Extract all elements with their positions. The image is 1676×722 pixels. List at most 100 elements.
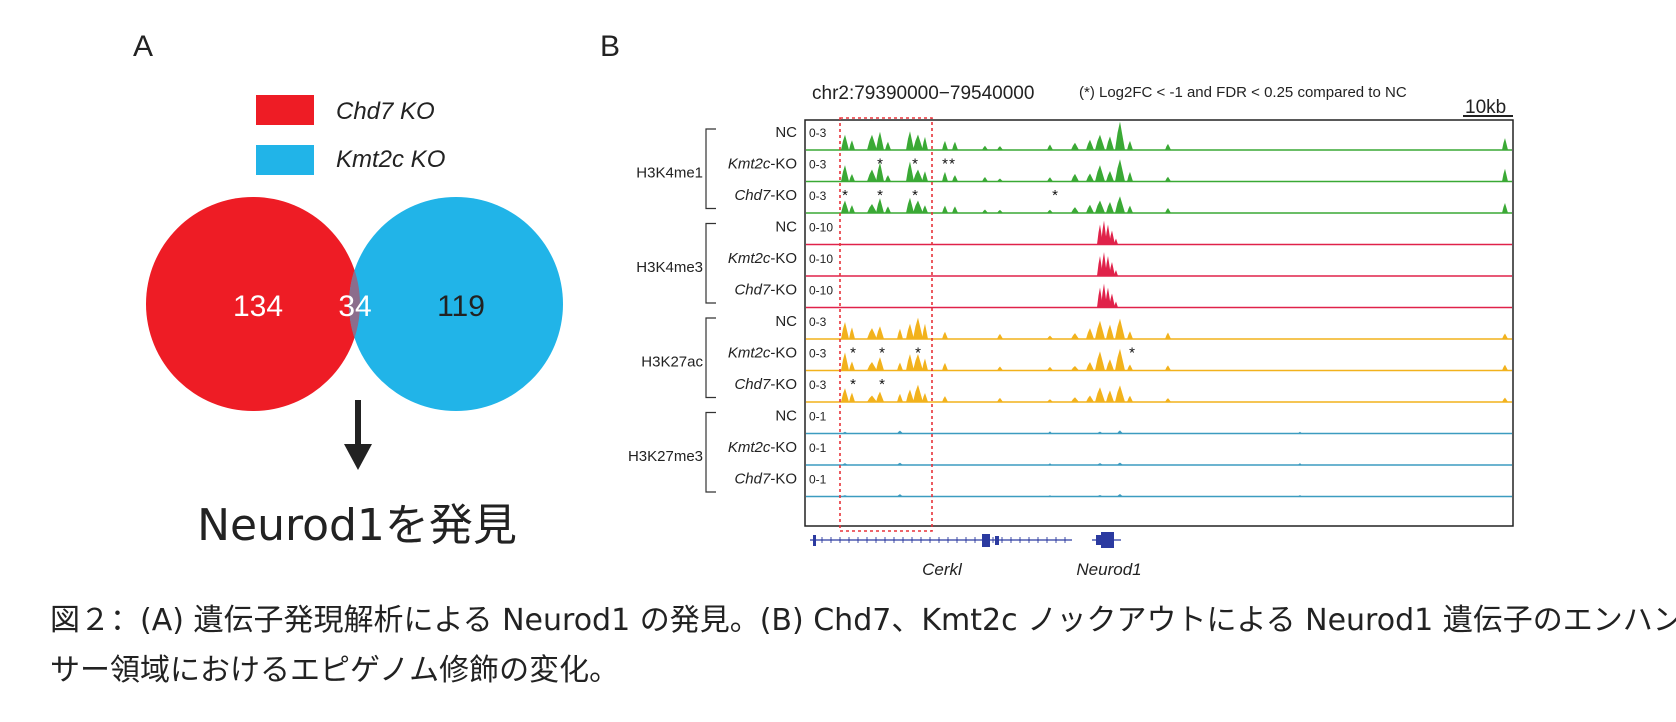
signal-peak <box>897 328 903 339</box>
signal-peak <box>876 162 884 182</box>
signal-peak <box>1086 361 1094 371</box>
signal-peak <box>1115 348 1125 371</box>
signal-peak <box>1114 238 1118 245</box>
signal-peak <box>1095 351 1105 371</box>
signal-peak <box>1115 121 1125 150</box>
sample-label: NC <box>775 124 797 141</box>
track-range-label: 0-3 <box>809 378 827 392</box>
signal-peak <box>1095 320 1105 339</box>
sample-label: Chd7-KO <box>734 282 797 299</box>
signal-peak <box>867 361 877 371</box>
signal-peak <box>1109 293 1115 308</box>
signal-peak <box>849 361 855 371</box>
signal-peak <box>1097 287 1103 308</box>
signal-peak <box>1095 200 1105 213</box>
signal-peak <box>1095 134 1105 150</box>
signal-peak <box>897 362 903 371</box>
legend-label-kmt2c: Kmt2c KO <box>336 146 445 173</box>
sample-label: NC <box>775 219 797 236</box>
panel-a: A Chd7 KO Kmt2c KO 134 34 119 Neurod1を発見 <box>133 30 563 551</box>
signal-peak <box>1109 230 1115 245</box>
signal-peak <box>913 134 923 150</box>
sample-label: Kmt2c-KO <box>728 156 797 173</box>
track-range-label: 0-3 <box>809 315 827 329</box>
histone-mark-label: H3K27ac <box>641 353 703 370</box>
signal-peak <box>1114 270 1118 276</box>
significance-note: (*) Log2FC < -1 and FDR < 0.25 compared … <box>1079 84 1407 101</box>
signal-peak <box>1097 431 1103 434</box>
neurod1-exon <box>1096 535 1101 545</box>
signal-peak <box>1115 159 1125 182</box>
signal-peak <box>841 352 849 371</box>
signal-peak <box>922 392 928 402</box>
signal-peak <box>1047 177 1053 182</box>
signal-peak <box>867 134 877 150</box>
signal-peak <box>922 171 928 182</box>
signal-peak <box>906 354 914 371</box>
signal-peak <box>982 209 988 213</box>
signal-peak <box>876 391 884 402</box>
signal-peak <box>842 495 848 497</box>
gene-model <box>810 532 1121 548</box>
signal-peak <box>942 362 948 371</box>
significance-star: * <box>1129 345 1135 362</box>
significance-star: * <box>942 156 948 173</box>
signal-peak <box>1097 224 1103 245</box>
signal-peak <box>906 323 914 339</box>
signal-peak <box>1114 301 1118 308</box>
signal-peak <box>842 431 848 434</box>
signal-peak <box>1106 359 1114 371</box>
signal-peak <box>867 395 877 402</box>
signal-peak <box>942 331 948 339</box>
signal-peak <box>913 317 923 339</box>
signal-peak <box>1097 463 1103 465</box>
signal-peak <box>952 141 958 150</box>
significance-star: * <box>879 345 885 362</box>
signal-peak <box>906 197 914 213</box>
signal-peak <box>1106 390 1114 402</box>
signal-peak <box>1105 287 1111 308</box>
neurod1-exon <box>1101 532 1114 548</box>
signal-peak <box>876 131 884 150</box>
signal-peak <box>1071 333 1079 339</box>
signal-peak <box>1071 207 1079 213</box>
track-range-label: 0-1 <box>809 473 827 487</box>
histone-mark-label: H3K4me1 <box>636 164 703 181</box>
signal-peak <box>876 357 884 371</box>
signal-peak <box>997 146 1003 150</box>
signal-peak <box>876 326 884 339</box>
signal-peak <box>1086 204 1094 213</box>
significance-star: * <box>877 156 883 173</box>
signal-peak <box>841 165 849 182</box>
signal-peak <box>1097 256 1103 276</box>
legend-swatch-kmt2c <box>256 145 314 175</box>
track-range-label: 0-3 <box>809 347 827 361</box>
signal-peak <box>849 140 855 150</box>
signal-peak <box>913 200 923 213</box>
signal-peak <box>1106 171 1114 182</box>
signal-peak <box>841 134 849 150</box>
signal-peak <box>913 354 923 371</box>
histone-mark-label: H3K4me3 <box>636 259 703 276</box>
signal-peak <box>1502 168 1508 182</box>
signal-peak <box>1127 171 1133 182</box>
group-bracket <box>705 411 716 493</box>
signal-peak <box>849 327 855 339</box>
signal-peak <box>1047 366 1053 371</box>
panel-b: B chr2:79390000−79540000 (*) Log2FC < -1… <box>600 30 1514 579</box>
signal-peak <box>952 206 958 213</box>
signal-peak <box>1298 463 1302 465</box>
signal-peak <box>876 198 884 213</box>
signal-peak <box>1048 463 1052 465</box>
figure-caption: 図２：(A) 遺伝子発現解析による Neurod1 の発見。(B) Chd7、K… <box>50 596 1676 696</box>
signal-peak <box>1117 494 1123 497</box>
signal-peak <box>942 171 948 182</box>
significance-star: * <box>915 345 921 362</box>
signal-peak <box>1086 139 1094 150</box>
signal-peak <box>922 358 928 371</box>
signal-peak <box>1298 495 1302 497</box>
sample-label: Kmt2c-KO <box>728 439 797 456</box>
signal-peak <box>885 206 891 213</box>
signal-peak <box>997 178 1003 182</box>
